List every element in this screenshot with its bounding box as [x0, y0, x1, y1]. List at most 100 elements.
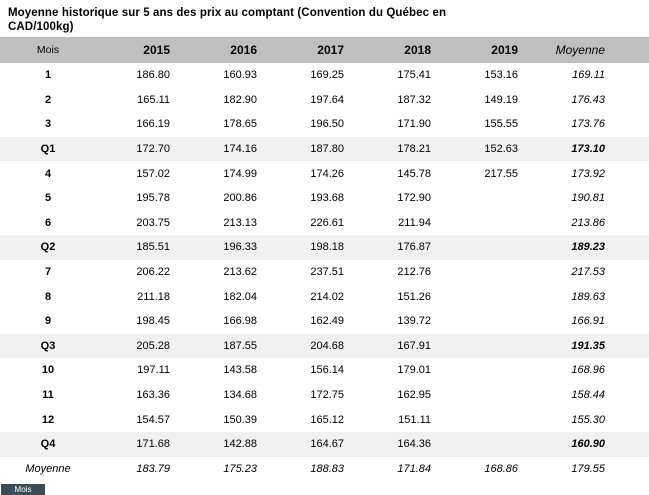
- cell-2018: 212.76: [397, 266, 431, 279]
- cell-2017: 196.50: [310, 118, 344, 131]
- cell-2018: 164.36: [397, 438, 431, 451]
- cell-2017: 193.68: [310, 192, 344, 205]
- cell-2015: 166.19: [136, 118, 170, 131]
- cell-2015: 163.36: [136, 389, 170, 402]
- cell-2017: 214.02: [310, 290, 344, 303]
- cell-2016: 175.23: [223, 462, 257, 475]
- row-spacer-cell: [618, 88, 649, 113]
- row-spacer-cell: [618, 383, 649, 408]
- row-label: Moyenne: [25, 462, 71, 475]
- cell-2015: 154.57: [136, 413, 170, 426]
- cell-2016: 150.39: [223, 413, 257, 426]
- cell-2019: [444, 383, 531, 408]
- table-row-3: 3 166.19 178.65 196.50 171.90 155.55 173.76: [0, 112, 649, 137]
- cell-2017: 174.26: [310, 167, 344, 180]
- cell-2015: 197.11: [137, 364, 170, 377]
- cell-2018: 171.84: [397, 462, 431, 475]
- cell-2018: 162.95: [397, 389, 431, 402]
- cell-2015: 185.51: [136, 241, 170, 254]
- cell-moyenne: 179.55: [571, 462, 605, 475]
- row-spacer-cell: [618, 309, 649, 334]
- column-header-2019: 2019: [491, 43, 518, 57]
- row-spacer-cell: [618, 161, 649, 186]
- table-row-5: 5 195.78 200.86 193.68 172.90 190.81: [0, 186, 649, 211]
- table-row-9: 9 198.45 166.98 162.49 139.72 166.91: [0, 309, 649, 334]
- cell-2019: 152.63: [484, 143, 518, 156]
- row-spacer-cell: [618, 112, 649, 137]
- column-header-2015: 2015: [143, 43, 170, 57]
- table-row-q3: Q3 205.28 187.55 204.68 167.91 191.35: [0, 333, 649, 359]
- cell-2019: 168.86: [484, 462, 518, 475]
- cell-2016: 142.88: [223, 438, 257, 451]
- cell-2019: [444, 358, 531, 383]
- cell-2017: 197.64: [310, 93, 344, 106]
- cell-2018: 139.72: [397, 315, 431, 328]
- row-spacer-cell: [618, 260, 649, 285]
- cell-2018: 145.78: [397, 167, 431, 180]
- row-spacer-cell: [618, 235, 649, 260]
- table-row-q2: Q2 185.51 196.33 198.18 176.87 189.23: [0, 235, 649, 260]
- row-spacer-cell: [618, 186, 649, 211]
- row-spacer-cell: [618, 137, 649, 162]
- row-label: 9: [44, 315, 52, 328]
- cell-2018: 178.21: [397, 143, 431, 156]
- cell-2018: 167.91: [397, 339, 431, 352]
- cell-2019: [444, 260, 531, 285]
- table-body: 1 186.80 160.93 169.25 175.41 153.16 169.11 2 16…: [0, 63, 649, 481]
- cell-2018: 151.26: [397, 290, 431, 303]
- row-spacer-cell: [618, 63, 649, 88]
- table-header-row: Mois 2015 2016 2017 2018 2019 Moyenne: [0, 37, 649, 63]
- cell-2019: 153.16: [484, 69, 518, 82]
- page-title: Moyenne historique sur 5 ans des prix au…: [8, 7, 447, 33]
- cell-moyenne: 189.63: [571, 290, 605, 303]
- cell-2015: 186.80: [136, 69, 170, 82]
- cell-2015: 165.11: [137, 93, 170, 106]
- row-label: 10: [41, 364, 55, 377]
- row-label: Q1: [40, 143, 56, 156]
- cell-2016: 213.13: [223, 216, 257, 229]
- cell-2018: 211.94: [398, 216, 431, 229]
- cell-2019: [444, 334, 531, 359]
- cell-2018: 187.32: [397, 93, 431, 106]
- cell-2017: 187.80: [310, 143, 344, 156]
- header-spacer-cell: [618, 37, 649, 63]
- cell-2017: 204.68: [310, 339, 344, 352]
- cell-2016: 182.90: [223, 93, 257, 106]
- row-label: 2: [44, 93, 52, 106]
- table-row-11: 11 163.36 134.68 172.75 162.95 158.44: [0, 383, 649, 408]
- cell-2015: 203.75: [136, 216, 170, 229]
- cell-moyenne: 191.35: [571, 339, 605, 352]
- cell-2017: 172.75: [310, 389, 344, 402]
- column-header-2017: 2017: [317, 43, 344, 57]
- row-spacer-cell: [618, 407, 649, 432]
- table-row-4: 4 157.02 174.99 174.26 145.78 217.55 173.92: [0, 161, 649, 186]
- row-label: Q3: [40, 339, 56, 352]
- row-label: 12: [41, 413, 55, 426]
- row-spacer-cell: [618, 284, 649, 309]
- cell-2018: 172.90: [397, 192, 431, 205]
- cell-2019: [444, 211, 531, 236]
- cell-2017: 188.83: [310, 462, 344, 475]
- cell-moyenne: 173.76: [571, 118, 605, 131]
- cell-2016: 178.65: [223, 118, 257, 131]
- cell-2018: 171.90: [397, 118, 431, 131]
- cell-2019: [444, 407, 531, 432]
- cell-moyenne: 176.43: [571, 93, 605, 106]
- row-label: 7: [44, 266, 52, 279]
- cell-2019: [444, 186, 531, 211]
- cell-2016: 160.93: [223, 69, 257, 82]
- cell-2015: 195.78: [136, 192, 170, 205]
- cell-2018: 175.41: [397, 69, 431, 82]
- column-header-2018: 2018: [404, 43, 431, 57]
- cell-2019: [444, 235, 531, 260]
- table-row-moyenne: Moyenne 183.79 175.23 188.83 171.84 168.86 179…: [0, 457, 649, 482]
- cell-2017: 198.18: [310, 241, 344, 254]
- cell-2016: 134.68: [223, 389, 257, 402]
- cell-2018: 179.01: [397, 364, 431, 377]
- cell-2019: 217.55: [484, 167, 518, 180]
- cell-2016: 143.58: [223, 364, 257, 377]
- cell-2017: 156.14: [310, 364, 344, 377]
- row-spacer-cell: [618, 334, 649, 359]
- cell-moyenne: 213.86: [571, 216, 605, 229]
